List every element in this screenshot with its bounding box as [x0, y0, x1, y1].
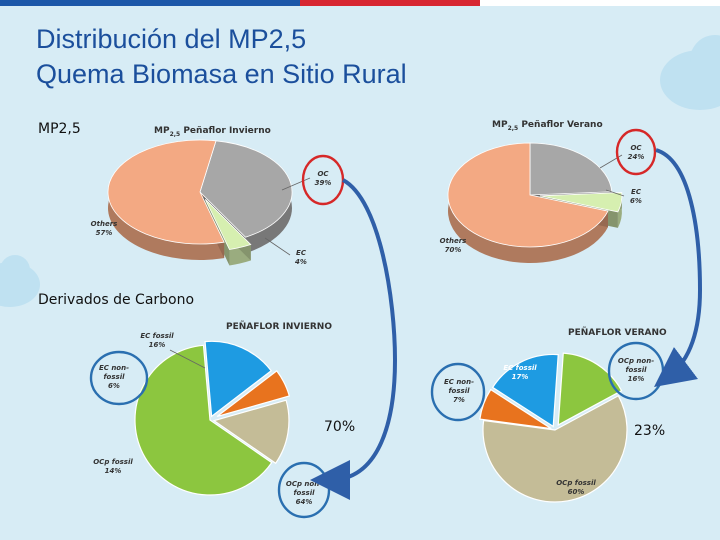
pie-mp25-verano-slice-ec	[539, 192, 623, 213]
pie-penaflor-invierno-slice-ocp-fossil	[212, 399, 290, 465]
label-ocp-nonfossil-64: OCp non-fossil 64%	[286, 480, 322, 506]
cloud-decoration	[0, 255, 30, 285]
pie-penaflor-verano-slice-ocp-fossil	[482, 394, 628, 503]
title-line-2: Quema Biomasa en Sitio Rural	[36, 59, 407, 89]
arrow-verano	[654, 148, 703, 388]
label-oc-24: OC 24%	[628, 144, 645, 161]
chart-title-mp25-invierno: MP2,5 Peñaflor Invierno	[154, 126, 271, 138]
label-ocp-fossil-60: OCp fossil 60%	[556, 479, 596, 496]
arrow-invierno	[310, 178, 398, 500]
label-others-57: Others 57%	[91, 220, 118, 237]
pie-penaflor-invierno-slice-ocp-non-fossil	[134, 344, 273, 496]
ring-ec-nonfossil-invierno	[89, 350, 149, 406]
ring-oc-24	[615, 128, 657, 176]
chart-title-penaflor-verano: PEÑAFLOR VERANO	[568, 328, 667, 338]
leader-line	[264, 237, 291, 256]
label-ec-fossil-16: EC fossil 16%	[140, 332, 174, 349]
highlight-70: 70%	[324, 419, 356, 435]
label-ec-4: EC 4%	[295, 249, 307, 266]
label-ocp-fossil-14: OCp fossil 14%	[93, 458, 133, 475]
pie-penaflor-invierno-slice-ec-non-fossil	[216, 370, 291, 417]
label-ec-nonfossil-7: EC non-fossil 7%	[444, 378, 474, 404]
title-line-1: Distribución del MP2,5	[36, 24, 307, 54]
pie-mp25-verano-slice-oc	[529, 142, 613, 196]
ring-ec-nonfossil-verano	[430, 362, 486, 422]
leader-line	[281, 177, 311, 191]
pie-mp25-invierno-slice-oc	[199, 140, 293, 238]
label-ocp-nonfossil-16: OCp non-fossil 16%	[618, 357, 654, 383]
label-ec-fossil-17: EC fossil 17%	[503, 364, 537, 381]
section-label-carbon: Derivados de Carbono	[38, 292, 195, 308]
top-color-bar	[0, 0, 720, 6]
label-others-70: Others 70%	[440, 237, 467, 254]
label-ec-nonfossil-6: EC non-fossil 6%	[99, 364, 129, 390]
pie-mp25-invierno-slice-ec	[204, 199, 252, 250]
highlight-23: 23%	[634, 423, 666, 439]
chart-title-mp25-verano: MP2,5 Peñaflor Verano	[492, 120, 603, 132]
page-title: Distribución del MP2,5 Quema Biomasa en …	[36, 22, 407, 92]
chart-title-penaflor-invierno: PEÑAFLOR INVIERNO	[226, 322, 332, 332]
pie-penaflor-invierno-slice-ec-fossil	[204, 340, 273, 418]
label-ec-6: EC 6%	[630, 188, 642, 205]
section-label-mp25: MP2,5	[38, 121, 81, 137]
label-oc-39: OC 39%	[315, 170, 332, 187]
pie-penaflor-verano-slice-ec-non-fossil	[479, 388, 552, 430]
pie-penaflor-verano-slice-ec-fossil	[491, 353, 559, 428]
pie-mp25-invierno-slice-others	[107, 139, 225, 245]
pie-mp25-verano-slice-others	[447, 142, 609, 248]
pie-mp25-verano-side-ec	[617, 192, 622, 228]
leader-line	[169, 349, 206, 369]
leader-line	[605, 189, 625, 197]
pie-penaflor-verano-slice-ocp-non-fossil	[557, 352, 623, 427]
